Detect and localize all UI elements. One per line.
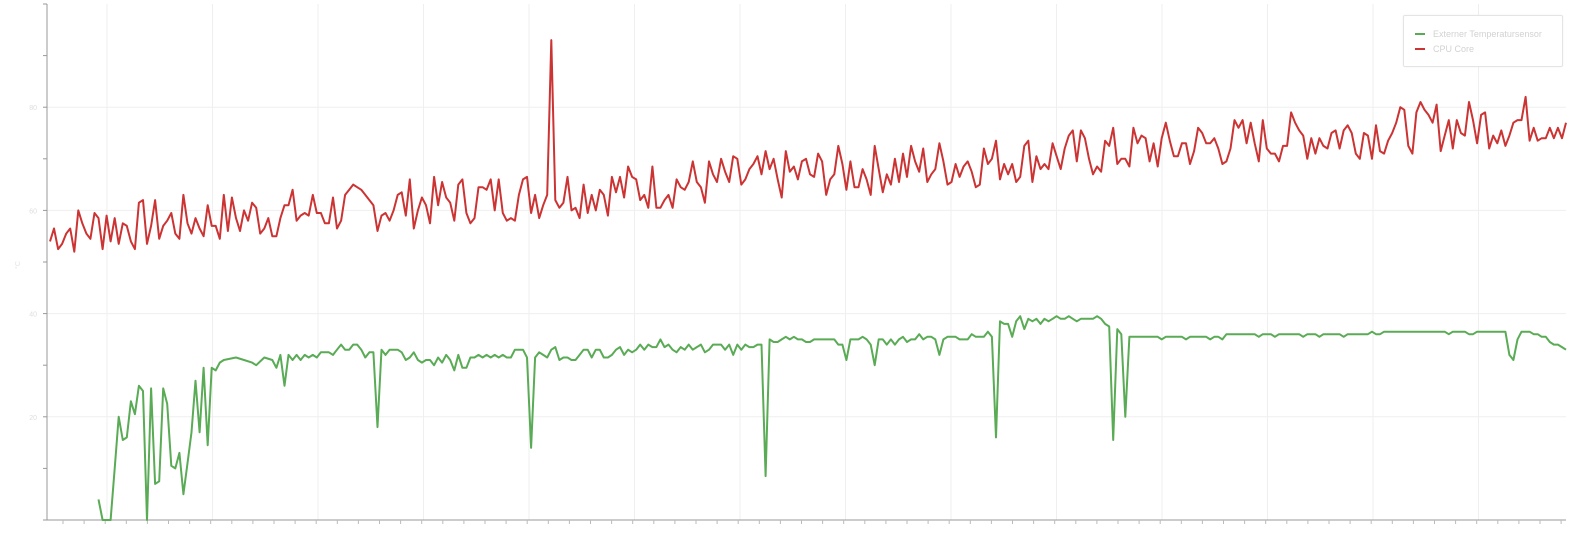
y-tick-label: 20	[29, 415, 37, 422]
series-line-cpu-core	[49, 39, 1567, 253]
legend-label-externer-temperatursensor: Externer Temperatursensor	[1433, 29, 1542, 39]
legend-swatch-cpu-core	[1415, 48, 1425, 50]
y-axis-label: °C	[14, 261, 22, 269]
legend-item-externer-temperatursensor[interactable]: Externer Temperatursensor	[1415, 27, 1542, 41]
legend-label-cpu-core: CPU Core	[1433, 44, 1475, 54]
series-group	[49, 39, 1567, 521]
y-tick-label: 40	[29, 312, 37, 319]
legend: Externer Temperatursensor CPU Core	[1403, 15, 1563, 67]
series-line-externer-temperatursensor	[97, 315, 1567, 521]
y-tick-label: 60	[29, 208, 37, 215]
y-tick-label: 80	[29, 105, 37, 112]
legend-item-cpu-core[interactable]: CPU Core	[1415, 42, 1474, 56]
axes: 20 40 60 80 °C	[14, 3, 1566, 524]
grid	[47, 4, 1566, 520]
legend-swatch-externer-temperatursensor	[1415, 33, 1425, 35]
